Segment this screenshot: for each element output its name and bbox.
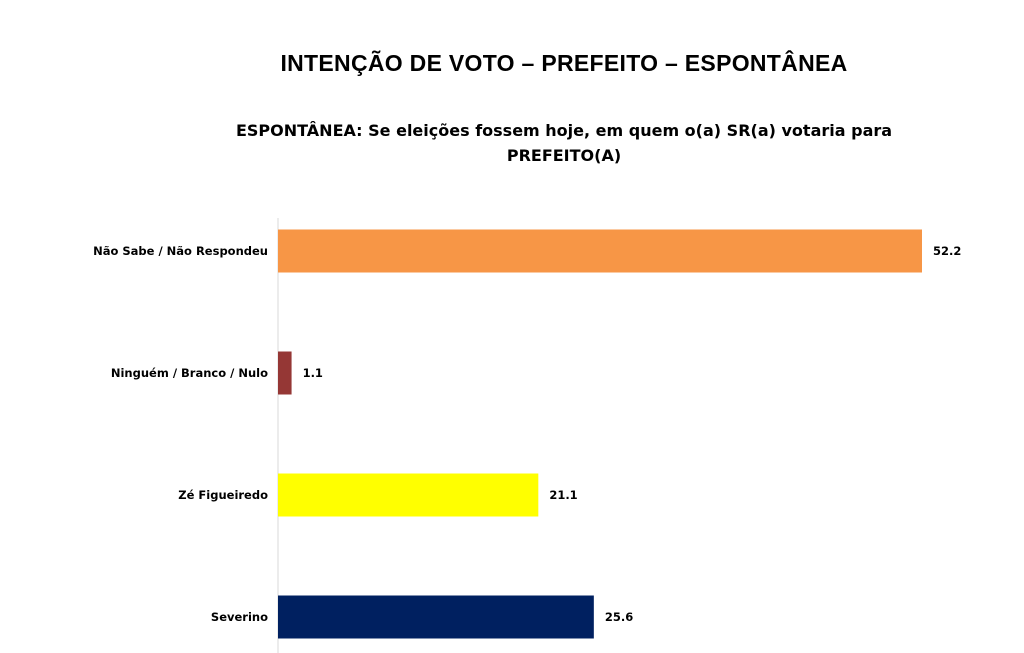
bar [278, 229, 922, 273]
category-label: Não Sabe / Não Respondeu [93, 244, 268, 258]
category-label: Ninguém / Branco / Nulo [111, 366, 268, 380]
chart-title: INTENÇÃO DE VOTO – PREFEITO – ESPONTÂNEA [280, 50, 848, 76]
bar [278, 351, 292, 395]
data-label: 25.6 [605, 610, 633, 624]
category-label: Zé Figueiredo [178, 488, 268, 502]
bar [278, 595, 594, 639]
data-label: 52.2 [933, 244, 961, 258]
data-label: 1.1 [303, 366, 323, 380]
data-label: 21.1 [549, 488, 577, 502]
bar [278, 473, 539, 517]
chart-subtitle: ESPONTÂNEA: Se eleições fossem hoje, em … [235, 121, 893, 165]
category-label: Severino [211, 610, 268, 624]
